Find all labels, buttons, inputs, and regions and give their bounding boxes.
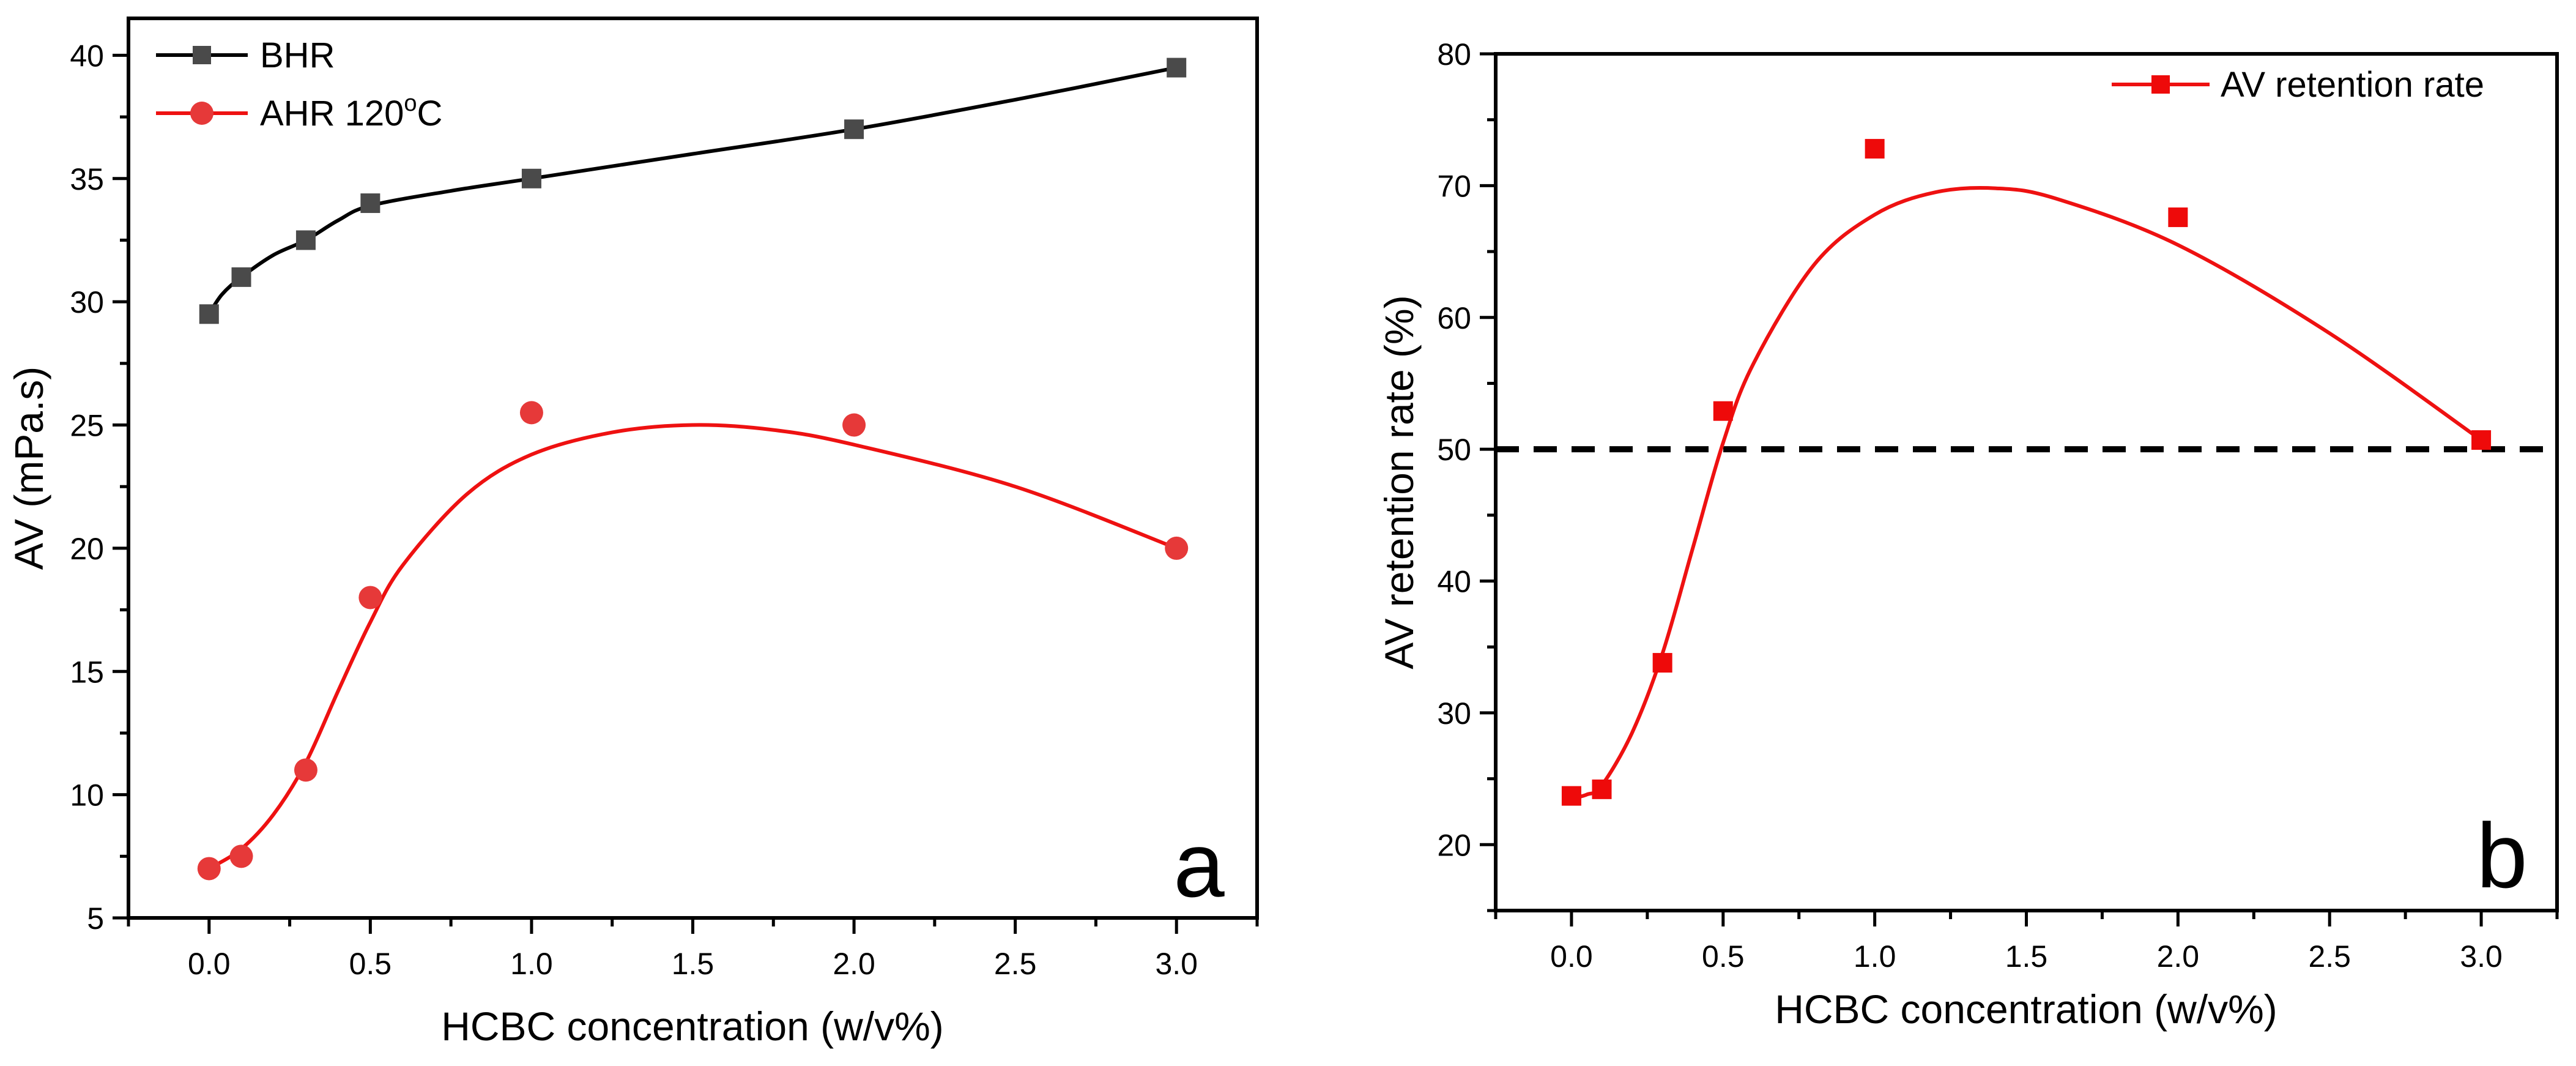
panel-a-x-tick-label: 1.5 xyxy=(672,947,715,981)
legend-item-ahr: AHR 120oC xyxy=(156,91,442,133)
panel-a-series-0-curve xyxy=(207,65,1177,315)
panel-a-ticks xyxy=(113,53,1259,934)
panel-a-series-1-point xyxy=(1165,536,1189,560)
legend-retention-label: AV retention rate xyxy=(2221,65,2484,105)
legend-ahr-label-suffix: C xyxy=(417,94,442,133)
panel-a-series-1-point xyxy=(358,586,382,609)
panel-a-series-1-point xyxy=(229,844,253,868)
panel-b-y-tick-label: 60 xyxy=(1437,301,1471,335)
panel-b-series-0-point xyxy=(1561,786,1581,806)
panel-b-plot-frame xyxy=(1494,52,2559,912)
panel-a-series-0-point xyxy=(231,267,251,287)
panel-b-y-tick-label: 50 xyxy=(1437,433,1471,467)
panel-a-x-tick-label: 3.0 xyxy=(1155,947,1198,981)
legend-retention-marker xyxy=(2151,75,2170,94)
panel-b-series-0-point xyxy=(2168,207,2188,228)
panel-b-series-0-point xyxy=(1865,139,1885,159)
panel-b-y-tick-label: 20 xyxy=(1437,828,1471,862)
panel-b-x-tick-label: 3.0 xyxy=(2460,939,2503,974)
panel-a-y-tick-label: 40 xyxy=(70,39,104,73)
panel-a-y-tick-label: 15 xyxy=(70,655,104,689)
panel-a-series-0-point xyxy=(844,119,864,140)
panel-a-series-0-point xyxy=(360,193,380,214)
panel-a-y-tick-label: 20 xyxy=(70,532,104,566)
panel-b-x-tick-label: 2.5 xyxy=(2308,939,2351,974)
panel-b-series-0-point xyxy=(1592,779,1612,799)
panel-b-series-0-point xyxy=(1713,401,1733,421)
panel-b-y-axis-title: AV retention rate (%) xyxy=(1376,295,1422,669)
panel-b-chart: 0.0 0.5 1.0 1.5 2.0 2.5 3.0 20 30 40 50 60 70 80 HCB… xyxy=(1376,37,2559,1032)
panel-a-series-0-point xyxy=(521,168,541,188)
panel-b-x-tick-label: 2.0 xyxy=(2157,939,2200,974)
panel-b-y-tick-labels: 20 30 40 50 60 70 80 xyxy=(1437,37,1471,862)
panel-a-y-tick-labels: 5 10 15 20 25 30 35 40 xyxy=(70,39,104,936)
panel-b-x-tick-label: 1.0 xyxy=(1854,939,1896,974)
panel-b-series-0-curve xyxy=(1571,185,2482,800)
panel-b-y-tick-label: 40 xyxy=(1437,565,1471,599)
panel-a-letter: a xyxy=(1173,813,1225,916)
panel-a-x-tick-label: 2.5 xyxy=(994,947,1037,981)
panel-b-x-axis-title: HCBC concentration (w/v%) xyxy=(1775,986,2277,1032)
panel-a-series-0-point xyxy=(199,304,219,324)
panel-b-letter: b xyxy=(2476,804,2527,907)
panel-a-series-1-point xyxy=(842,413,866,437)
panel-b-markers xyxy=(1561,139,2492,806)
panel-a-y-tick-label: 35 xyxy=(70,162,104,196)
panel-b-curves xyxy=(1571,185,2482,800)
panel-a-series-1-point xyxy=(519,401,543,425)
panel-a-x-tick-label: 2.0 xyxy=(833,947,875,981)
legend-item-bhr: BHR xyxy=(156,35,335,75)
panel-b-legend: AV retention rate xyxy=(2112,65,2484,105)
legend-ahr-label-main: AHR 120 xyxy=(260,94,404,133)
panel-a-y-tick-label: 10 xyxy=(70,778,104,813)
panel-a-markers xyxy=(197,58,1189,881)
panel-b-y-tick-label: 70 xyxy=(1437,169,1471,203)
panel-b-x-tick-labels: 0.0 0.5 1.0 1.5 2.0 2.5 3.0 xyxy=(1550,939,2503,974)
panel-b-x-tick-label: 0.5 xyxy=(1702,939,1745,974)
legend-ahr-label: AHR 120oC xyxy=(260,91,442,133)
panel-b-series-0-point xyxy=(2471,430,2492,450)
panel-a-y-tick-label: 25 xyxy=(70,409,104,443)
panel-b-y-tick-label: 80 xyxy=(1437,37,1471,72)
panel-a-series-0-point xyxy=(1167,58,1187,78)
panel-a-y-tick-label: 5 xyxy=(87,901,104,936)
legend-bhr-marker xyxy=(193,46,211,64)
legend-ahr-marker xyxy=(190,102,213,125)
panel-a-y-tick-label: 30 xyxy=(70,285,104,319)
panel-a-chart: 0.0 0.5 1.0 1.5 2.0 2.5 3.0 5 10 15 20 25 30 35 40 HC… xyxy=(6,17,1259,1049)
panel-a-series-1-curve xyxy=(208,423,1178,871)
panel-a-x-tick-labels: 0.0 0.5 1.0 1.5 2.0 2.5 3.0 xyxy=(188,947,1198,981)
panel-a-curves xyxy=(207,65,1178,871)
panel-a-x-tick-label: 0.0 xyxy=(188,947,231,981)
panel-a-x-tick-label: 0.5 xyxy=(349,947,392,981)
panel-a-series-0-point xyxy=(295,230,316,250)
panel-b-x-tick-label: 0.0 xyxy=(1550,939,1593,974)
legend-ahr-label-sup: o xyxy=(404,91,417,116)
panel-b-x-tick-label: 1.5 xyxy=(2005,939,2048,974)
panel-a-x-tick-label: 1.0 xyxy=(510,947,553,981)
panel-a-series-1-point xyxy=(294,758,317,782)
panel-a-series-1-point xyxy=(197,857,221,881)
legend-bhr-label: BHR xyxy=(260,35,335,75)
panel-b-ticks xyxy=(1480,52,2559,926)
panel-b-y-tick-label: 30 xyxy=(1437,696,1471,731)
panel-a-legend: BHR AHR 120oC xyxy=(156,35,442,133)
legend-item-av-retention: AV retention rate xyxy=(2112,65,2484,105)
panel-a-x-axis-title: HCBC concentration (w/v%) xyxy=(441,1004,944,1049)
panel-a-y-axis-title: AV (mPa.s) xyxy=(6,367,51,570)
panel-b-series-0-point xyxy=(1652,653,1672,673)
